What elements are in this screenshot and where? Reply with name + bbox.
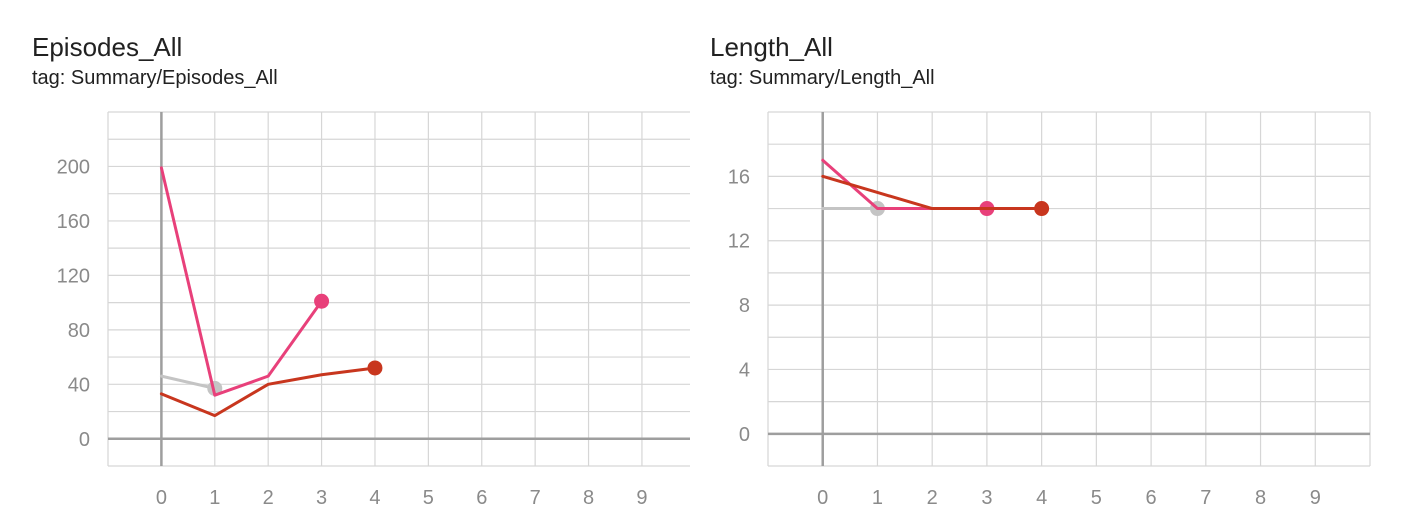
x-tick-label: 5	[1091, 487, 1102, 509]
x-tick-label: 2	[927, 487, 938, 509]
series-line	[159, 374, 217, 390]
x-tick-label: 4	[1036, 487, 1047, 509]
chart-panel-episodes: Episodes_All tag: Summary/Episodes_All 0…	[0, 0, 690, 522]
y-tick-label: 0	[79, 429, 90, 451]
chart-title: Episodes_All	[32, 32, 183, 62]
series-end-marker[interactable]	[367, 360, 383, 376]
series-line	[159, 166, 324, 397]
series-end-marker[interactable]	[1034, 201, 1050, 217]
series-line	[159, 366, 377, 418]
y-tick-label: 80	[68, 320, 90, 342]
x-tick-label: 6	[1146, 487, 1157, 509]
x-tick-label: 1	[209, 487, 220, 509]
chart-tag: tag: Summary/Episodes_All	[32, 67, 278, 89]
y-tick-label: 120	[57, 265, 90, 287]
y-tick-label: 0	[739, 424, 750, 446]
x-tick-label: 7	[530, 487, 541, 509]
episodes-chart: 0 1 2 3 4 5 6 7 8 9 0 40 80 120 160 200	[57, 111, 690, 509]
x-tick-label: 3	[316, 487, 327, 509]
x-tick-label: 1	[872, 487, 883, 509]
y-tick-label: 200	[57, 156, 90, 178]
x-tick-label: 8	[583, 487, 594, 509]
x-tick-label: 7	[1200, 487, 1211, 509]
x-tick-label: 4	[369, 487, 380, 509]
x-tick-label: 3	[981, 487, 992, 509]
x-tick-label: 8	[1255, 487, 1266, 509]
grid	[767, 111, 1371, 467]
x-tick-label: 2	[263, 487, 274, 509]
y-tick-label: 16	[728, 166, 750, 188]
chart-title: Length_All	[710, 32, 833, 62]
y-tick-label: 40	[68, 374, 90, 396]
series-line	[821, 174, 1044, 211]
x-tick-label: 6	[476, 487, 487, 509]
x-tick-label: 0	[817, 487, 828, 509]
y-tick-label: 4	[739, 359, 750, 381]
y-tick-label: 160	[57, 211, 90, 233]
series-end-marker[interactable]	[314, 293, 330, 309]
x-tick-label: 9	[636, 487, 647, 509]
chart-tag: tag: Summary/Length_All	[710, 67, 935, 89]
y-tick-label: 12	[728, 231, 750, 253]
x-tick-label: 9	[1310, 487, 1321, 509]
x-tick-label: 5	[423, 487, 434, 509]
grid	[107, 111, 690, 467]
x-tick-label: 0	[156, 487, 167, 509]
y-tick-label: 8	[739, 295, 750, 317]
